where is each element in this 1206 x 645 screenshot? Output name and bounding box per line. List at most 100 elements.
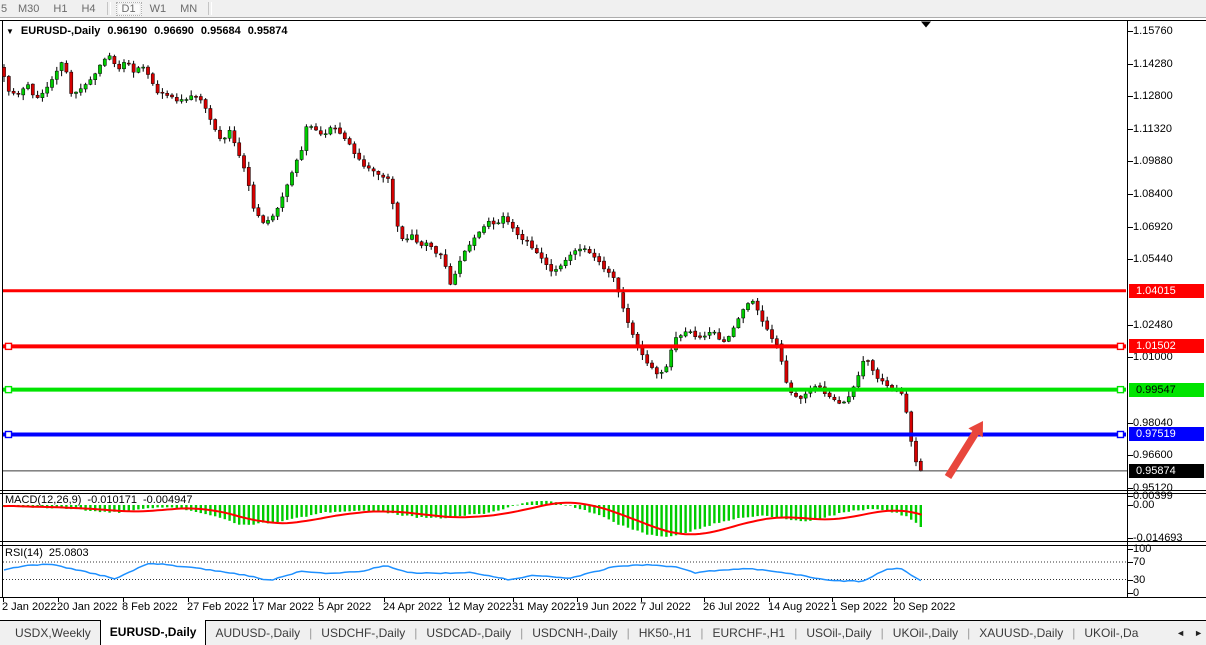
macd-histogram-bar — [756, 505, 759, 517]
macd-histogram-bar — [343, 505, 346, 512]
macd-histogram-bar — [545, 500, 548, 505]
tab-eurchf-h1[interactable]: EURCHF-,H1 — [712, 626, 786, 640]
macd-histogram-bar — [482, 505, 486, 514]
tab-usoil-daily[interactable]: USOil-,Daily — [806, 626, 872, 640]
tab-separator: | — [1072, 626, 1076, 640]
tab-eurusd-daily[interactable]: EURUSD-,Daily — [99, 620, 207, 645]
tab-ukoil-da[interactable]: UKOil-,Da — [1084, 626, 1139, 640]
chart-dropdown-icon[interactable]: ▼ — [6, 26, 14, 36]
horizontal-level-line[interactable] — [3, 385, 1126, 394]
tab-separator: | — [309, 626, 313, 640]
timeframe-h1[interactable]: H1 — [53, 2, 68, 15]
macd-histogram-bar — [358, 505, 361, 511]
macd-histogram-bar — [650, 505, 654, 535]
macd-histogram-bar — [113, 505, 116, 512]
date-axis-label: 20 Jan 2022 — [57, 601, 118, 613]
macd-histogram-bar — [247, 505, 250, 525]
macd-main-value: -0.010171 — [87, 494, 137, 506]
macd-histogram-bar — [348, 505, 351, 512]
macd-histogram-bar — [602, 505, 606, 518]
macd-histogram-bar — [521, 503, 524, 505]
macd-histogram-bar — [593, 505, 596, 514]
timeframe-w1[interactable]: W1 — [149, 2, 167, 15]
macd-histogram-bar — [175, 505, 178, 509]
macd-histogram-bar — [583, 505, 586, 510]
macd-histogram-bar — [670, 505, 673, 537]
macd-histogram-bar — [636, 505, 639, 531]
macd-histogram-bar — [814, 505, 817, 520]
date-axis-label: 7 Jul 2022 — [640, 601, 691, 613]
macd-histogram-bar — [838, 505, 841, 513]
timeframe-5[interactable]: 5 — [1, 2, 8, 15]
trend-arrow[interactable] — [944, 421, 983, 479]
ohlc-open: 0.96190 — [107, 25, 148, 37]
tab-scroll-right-icon[interactable]: ► — [1194, 628, 1203, 638]
macd-histogram-bar — [391, 505, 394, 514]
macd-histogram-bar — [876, 505, 879, 510]
macd-histogram-bar — [372, 505, 375, 511]
macd-histogram-bar — [631, 505, 634, 530]
macd-histogram-bar — [516, 504, 519, 506]
timeframe-mn[interactable]: MN — [180, 2, 198, 15]
rsi-line — [3, 562, 922, 583]
horizontal-level-line[interactable] — [3, 430, 1126, 439]
macd-histogram-bar — [818, 505, 822, 519]
timeframe-h4[interactable]: H4 — [81, 2, 96, 15]
tab-usdcnh-daily[interactable]: USDCNH-,Daily — [532, 626, 618, 640]
macd-histogram-bar — [103, 505, 106, 512]
tab-usdchf-daily[interactable]: USDCHF-,Daily — [321, 626, 406, 640]
pane-borders — [0, 20, 1206, 598]
macd-histogram-bar — [425, 505, 428, 518]
date-axis-label: 31 May 2022 — [512, 601, 576, 613]
macd-histogram-bar — [377, 505, 380, 513]
macd-histogram-bar — [526, 502, 529, 505]
tab-audusd-daily[interactable]: AUDUSD-,Daily — [215, 626, 301, 640]
macd-histogram-bar — [108, 505, 111, 513]
macd-histogram-bar — [290, 505, 294, 519]
tab-separator: | — [700, 626, 704, 640]
macd-histogram-bar — [679, 505, 682, 535]
macd-histogram-bar — [463, 505, 466, 516]
macd-histogram-bar — [415, 505, 418, 518]
rsi-pane — [3, 561, 1126, 583]
tab-usdcad-daily[interactable]: USDCAD-,Daily — [426, 626, 512, 640]
macd-histogram-bar — [118, 505, 121, 513]
tab-scroll-left-icon[interactable]: ◄ — [1176, 628, 1186, 638]
horizontal-level-line[interactable] — [3, 342, 1126, 351]
macd-histogram-bar — [833, 505, 836, 516]
macd-histogram-bar — [439, 505, 442, 519]
tab-ukoil-daily[interactable]: UKOil-,Daily — [892, 626, 959, 640]
macd-histogram-bar — [295, 505, 298, 518]
price-axis-label: 1.08400 — [1133, 188, 1173, 200]
timeframe-m30[interactable]: M30 — [18, 2, 40, 15]
tab-separator: | — [967, 626, 971, 640]
price-axis-label: 0.95120 — [1133, 482, 1173, 494]
tab-hk50-h1[interactable]: HK50-,H1 — [638, 626, 692, 640]
macd-histogram-bar — [146, 505, 150, 509]
price-axis-label: 1.14280 — [1133, 58, 1173, 70]
chart-shift-marker[interactable] — [921, 21, 931, 28]
macd-histogram-bar — [166, 505, 169, 508]
macd-histogram-bar — [895, 505, 898, 513]
macd-histogram-bar — [324, 505, 327, 512]
timeframe-d1[interactable]: D1 — [115, 1, 142, 16]
macd-histogram-bar — [598, 505, 601, 516]
macd-histogram-bar — [430, 505, 433, 518]
macd-histogram-bar — [569, 505, 572, 506]
tab-usdx-weekly[interactable]: USDX,Weekly — [15, 626, 91, 640]
macd-histogram-bar — [329, 505, 332, 513]
macd-histogram-bar — [420, 505, 423, 517]
price-axis-label: 0.96600 — [1133, 449, 1173, 461]
macd-histogram-bar — [137, 505, 140, 510]
macd-histogram-bar — [727, 505, 730, 521]
rsi-axis-label: 100 — [1133, 543, 1152, 555]
macd-histogram-bar — [262, 505, 265, 523]
macd-histogram-bar — [866, 505, 870, 509]
macd-histogram-bar — [511, 505, 514, 506]
date-axis-label: 19 Jun 2022 — [576, 601, 637, 613]
tab-xauusd-daily[interactable]: XAUUSD-,Daily — [979, 626, 1064, 640]
macd-histogram-bar — [722, 505, 726, 522]
macd-histogram-bar — [319, 505, 322, 513]
price-axis-label: 1.01000 — [1133, 351, 1173, 363]
